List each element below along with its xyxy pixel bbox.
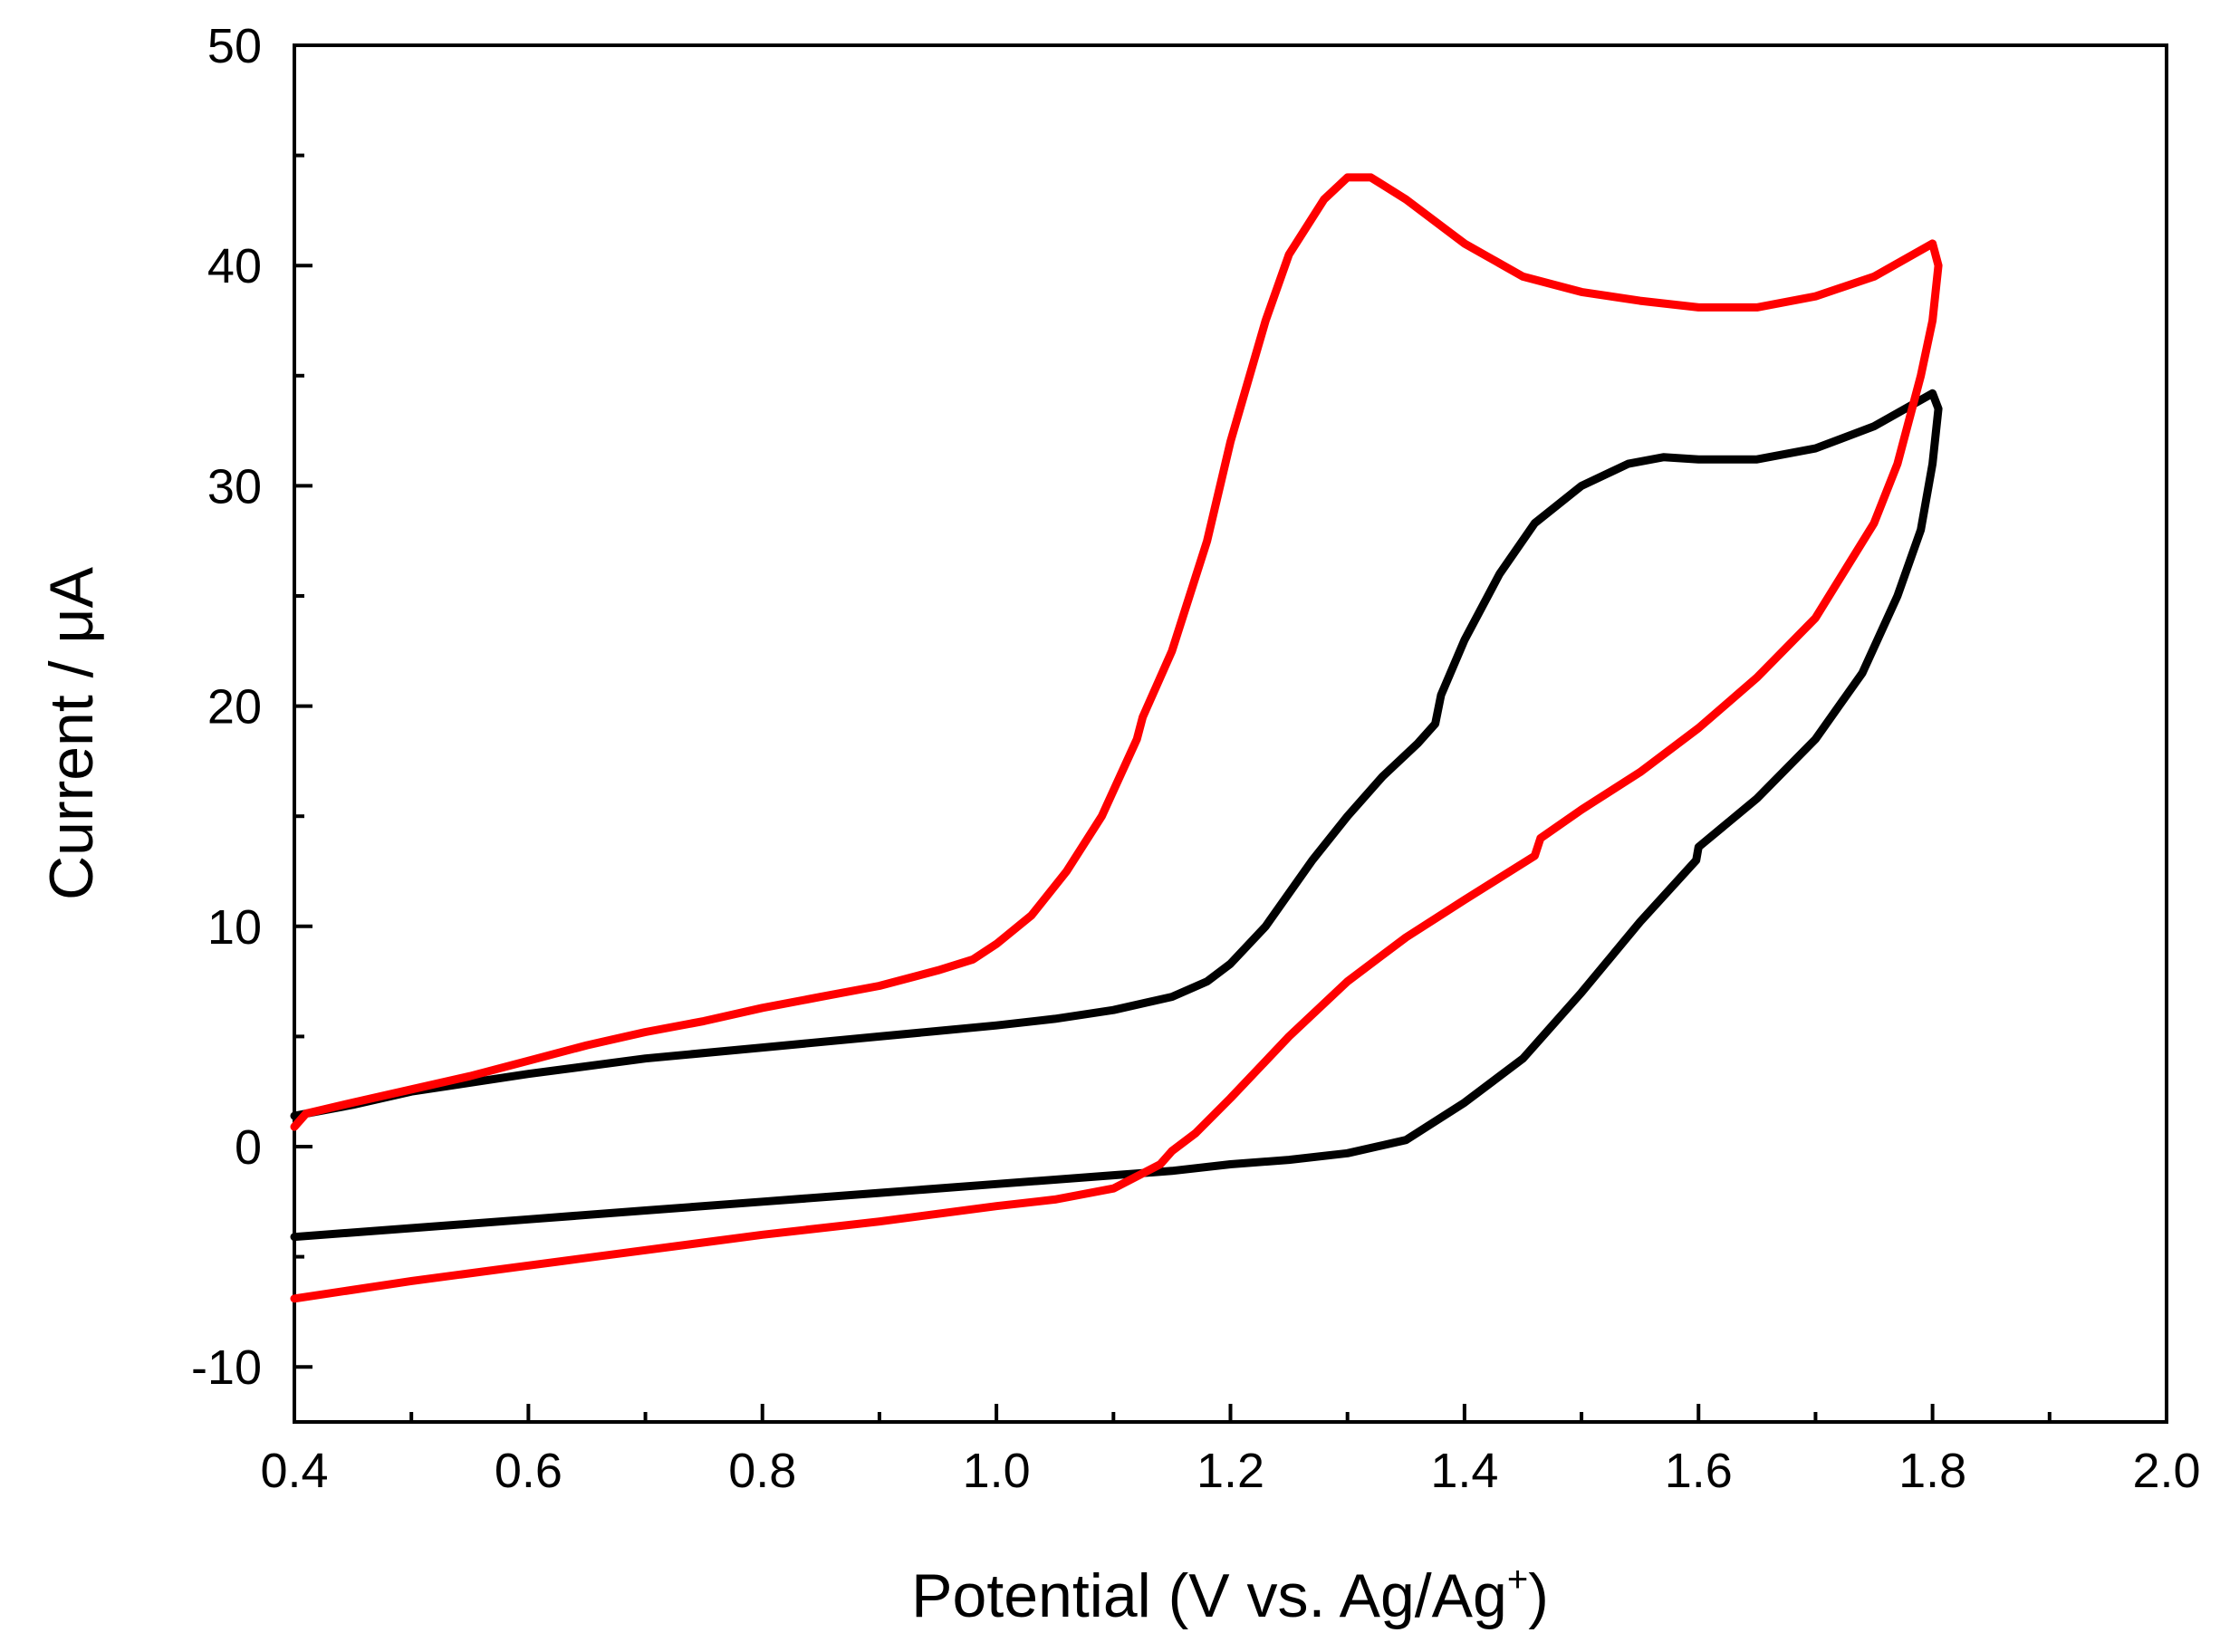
x-axis-title-end: ) [1528,1561,1549,1630]
x-axis-title: Potential (V vs. Ag/Ag+) [911,1560,1549,1630]
axis-ticks [293,43,2168,1422]
y-axis-title: Current / μA [37,566,106,900]
x-tick-label: 1.6 [1665,1444,1733,1498]
tick-labels: 0.4 0.6 0.8 1.0 1.2 1.4 1.6 1.8 2.0 -10 0 10 20 30 40 5… [191,19,2201,1498]
y-tick-label: 50 [207,19,262,73]
x-tick-label: 1.4 [1430,1444,1498,1498]
y-tick-label: 20 [207,680,262,735]
x-tick-label: 0.4 [260,1444,328,1498]
x-tick-label: 0.6 [495,1444,562,1498]
x-tick-label: 0.8 [728,1444,796,1498]
x-tick-label: 2.0 [2132,1444,2200,1498]
y-tick-label: 10 [207,900,262,955]
series-line-black [290,389,1943,1242]
x-axis-title-superscript: + [1507,1560,1528,1599]
series-group [290,173,1943,1303]
y-tick-label: -10 [191,1340,262,1395]
x-tick-label: 1.2 [1196,1444,1264,1498]
x-tick-label: 1.8 [1898,1444,1966,1498]
y-tick-label: 0 [235,1120,262,1175]
y-tick-label: 40 [207,239,262,293]
x-tick-label: 1.0 [963,1444,1031,1498]
y-tick-label: 30 [207,459,262,514]
series-line-red [290,173,1943,1303]
